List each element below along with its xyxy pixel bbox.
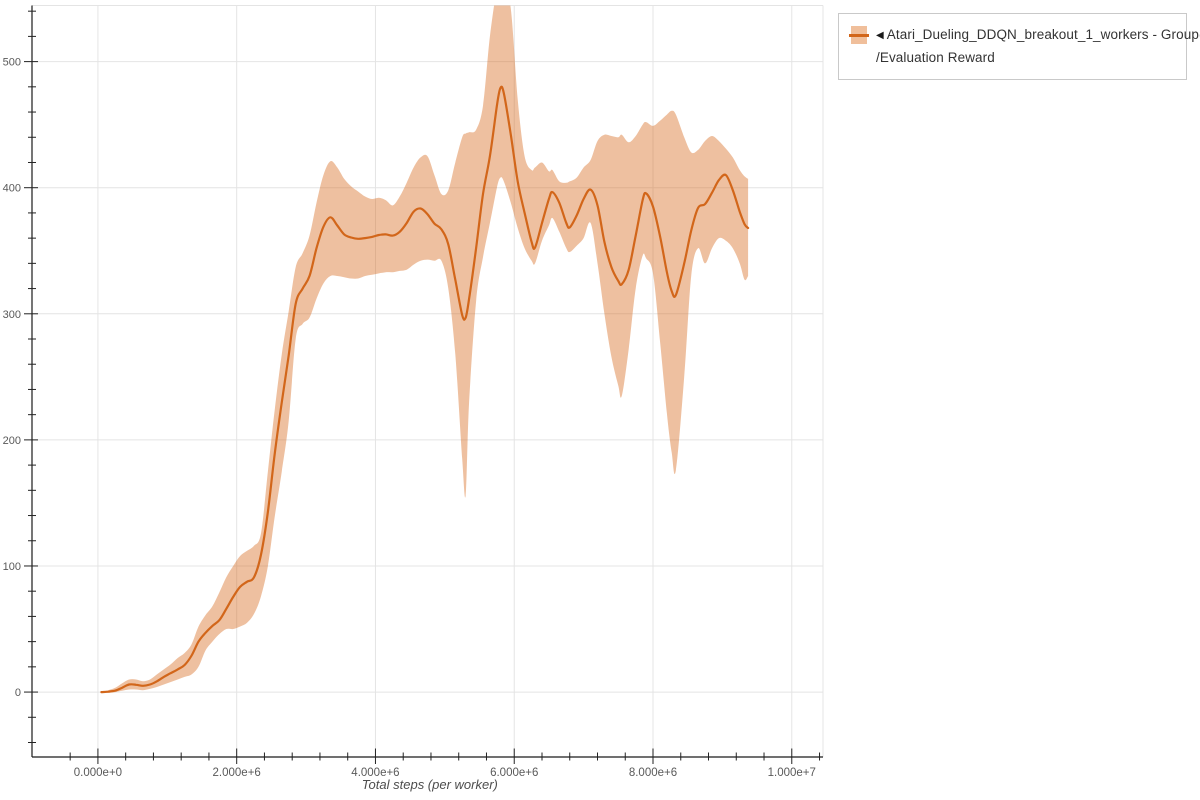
series-line	[100, 85, 750, 694]
svg-text:1.000e+7: 1.000e+7	[768, 767, 816, 779]
svg-text:300: 300	[3, 309, 21, 321]
axes	[31, 5, 823, 758]
collapse-triangle-icon: ◀	[876, 30, 884, 41]
svg-text:200: 200	[3, 435, 21, 447]
legend-swatch-icon	[849, 26, 869, 44]
legend-series-name: Atari_Dueling_DDQN_breakout_1_workers - …	[886, 27, 1200, 42]
legend: ◀ Atari_Dueling_DDQN_breakout_1_workers -…	[838, 13, 1200, 80]
svg-text:0.000e+0: 0.000e+0	[74, 767, 122, 779]
svg-text:6.000e+6: 6.000e+6	[490, 767, 538, 779]
confidence-band	[101, 5, 749, 693]
svg-text:0: 0	[15, 687, 21, 699]
tick-marks	[24, 10, 821, 764]
y-tick-labels: 0 100 200 300 400 500	[3, 57, 21, 699]
svg-text:4.000e+6: 4.000e+6	[351, 767, 399, 779]
svg-text:500: 500	[3, 57, 21, 69]
x-tick-labels: 0.000e+0 2.000e+6 4.000e+6 6.000e+6 8.000e+6…	[74, 767, 816, 779]
svg-text:8.000e+6: 8.000e+6	[629, 767, 677, 779]
legend-swatch-line	[849, 33, 869, 37]
gridlines	[32, 5, 824, 757]
legend-item[interactable]: ◀ Atari_Dueling_DDQN_breakout_1_workers -…	[849, 24, 1200, 68]
svg-text:400: 400	[3, 183, 21, 195]
legend-metric-name: /Evaluation Reward	[876, 50, 995, 65]
plot-area[interactable]	[32, 6, 823, 758]
svg-text:2.000e+6: 2.000e+6	[213, 767, 261, 779]
x-axis-title: Total steps (per worker)	[362, 777, 498, 792]
legend-label: ◀ Atari_Dueling_DDQN_breakout_1_workers -…	[876, 24, 1200, 68]
svg-text:100: 100	[3, 561, 21, 573]
legend-series-row: ◀ Atari_Dueling_DDQN_breakout_1_workers -…	[876, 24, 1200, 47]
